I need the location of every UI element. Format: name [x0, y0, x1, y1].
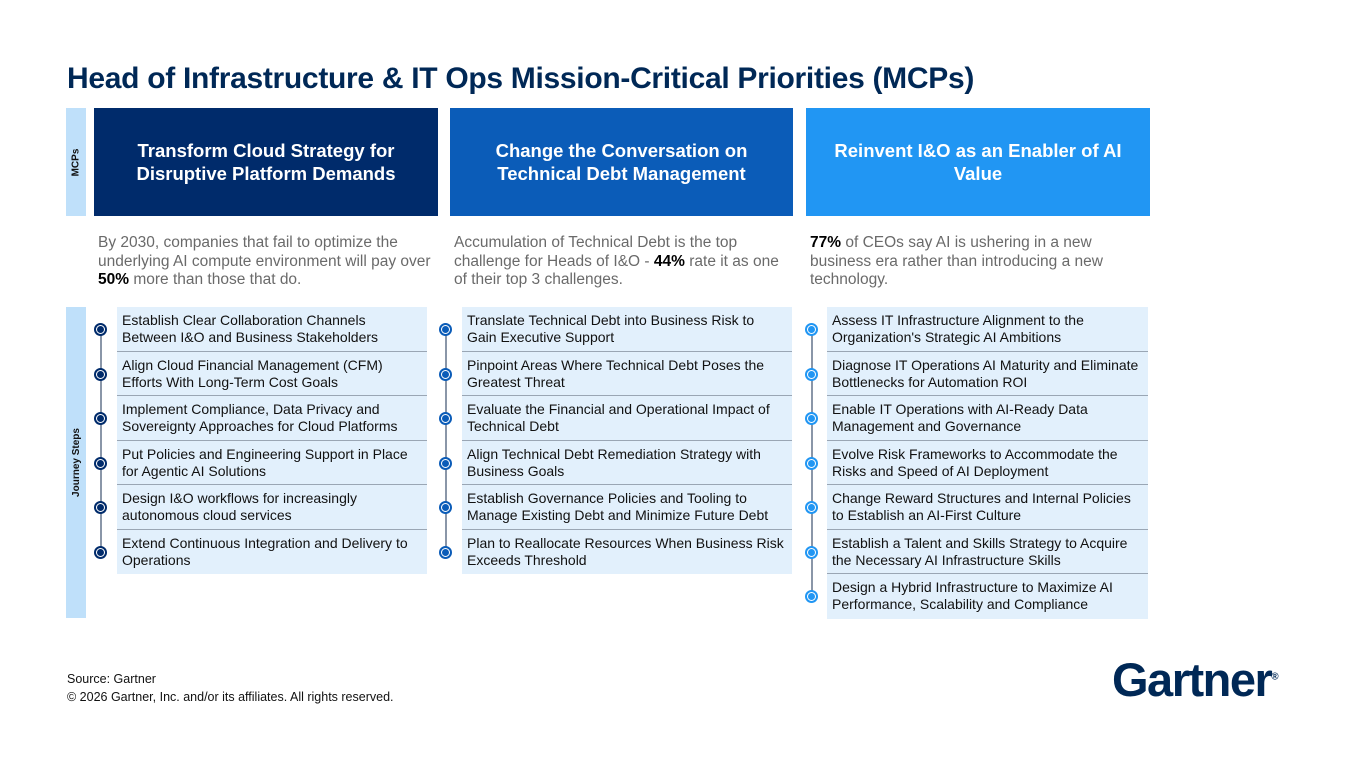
- journey-step: Extend Continuous Integration and Delive…: [117, 529, 427, 574]
- desc-stat: 77%: [810, 234, 842, 251]
- journey-step: Put Policies and Engineering Support in …: [117, 440, 427, 485]
- mcp-header-3: Reinvent I&O as an Enabler of AI Value: [806, 108, 1150, 216]
- journey-step-text: Establish Governance Policies and Toolin…: [467, 490, 769, 523]
- timeline-dot-icon: [439, 412, 452, 425]
- journey-step: Plan to Reallocate Resources When Busine…: [462, 529, 792, 574]
- journey-step-text: Establish Clear Collaboration Channels B…: [122, 312, 379, 345]
- journey-step-text: Enable IT Operations with AI-Ready Data …: [832, 401, 1088, 434]
- journey-step: Assess IT Infrastructure Alignment to th…: [827, 307, 1148, 352]
- mcps-label-bar: MCPs: [66, 108, 86, 216]
- journey-step-text: Implement Compliance, Data Privacy and S…: [122, 401, 398, 434]
- journey-step: Align Technical Debt Remediation Strateg…: [462, 440, 792, 485]
- timeline-dot-icon: [94, 545, 107, 559]
- journey-step: Design I&O workflows for increasingly au…: [117, 485, 427, 530]
- journey-step-text: Extend Continuous Integration and Delive…: [122, 534, 408, 568]
- desc-stat: 50%: [98, 271, 130, 288]
- journey-step-text: Plan to Reallocate Resources When Busine…: [467, 534, 784, 568]
- journey-step-text: Change Reward Structures and Internal Po…: [832, 490, 1131, 523]
- journey-steps-label-bar: Journey Steps: [66, 307, 86, 618]
- logo-text: Gartner: [1112, 653, 1273, 706]
- timeline-dot-icon: [94, 456, 107, 470]
- mcp-description-2: Accumulation of Technical Debt is the to…: [454, 234, 791, 290]
- journey-step-text: Put Policies and Engineering Support in …: [122, 445, 408, 479]
- timeline-dot-icon: [94, 323, 107, 336]
- desc-text: rate it as one of their top 3 challenges…: [454, 252, 779, 289]
- mcp-header-text: Change the Conversation on Technical Deb…: [495, 140, 748, 184]
- mcp-header-text: Transform Cloud Strategy for Disruptive …: [136, 140, 396, 184]
- desc-text: Accumulation of Technical Debt is the to…: [454, 234, 738, 270]
- journey-step: Design a Hybrid Infrastructure to Maximi…: [827, 574, 1148, 619]
- timeline-dot-icon: [439, 545, 452, 559]
- timeline-line: [100, 329, 102, 552]
- page-title: Head of Infrastructure & IT Ops Mission-…: [67, 62, 975, 95]
- mcps-label: MCPs: [70, 148, 82, 176]
- journey-step-text: Align Cloud Financial Management (CFM) E…: [122, 356, 383, 390]
- journey-step-text: Align Technical Debt Remediation Strateg…: [467, 445, 761, 479]
- desc-text: of CEOs say AI is ushering in a new busi…: [810, 234, 1103, 288]
- journey-steps-label: Journey Steps: [70, 428, 82, 497]
- journey-step-text: Diagnose IT Operations AI Maturity and E…: [832, 356, 1139, 390]
- timeline-dot-icon: [439, 501, 452, 514]
- timeline-dot-icon: [805, 590, 818, 603]
- timeline-dot-icon: [805, 501, 818, 514]
- mcp-header-1: Transform Cloud Strategy for Disruptive …: [94, 108, 438, 216]
- journey-step: Establish a Talent and Skills Strategy t…: [827, 529, 1148, 574]
- timeline-dot-icon: [805, 323, 818, 336]
- journey-step-text: Pinpoint Areas Where Technical Debt Pose…: [467, 356, 765, 390]
- source-note: Source: Gartner: [67, 672, 156, 686]
- mcp-description-3: 77% of CEOs say AI is ushering in a new …: [810, 234, 1148, 290]
- timeline-dot-icon: [439, 367, 452, 381]
- timeline-dot-icon: [439, 456, 452, 470]
- journey-step: Evaluate the Financial and Operational I…: [462, 396, 792, 441]
- mcp-description-1: By 2030, companies that fail to optimize…: [98, 234, 436, 290]
- desc-stat: 44%: [653, 252, 685, 270]
- timeline-dot-icon: [805, 456, 818, 470]
- journey-step-text: Translate Technical Debt into Business R…: [467, 312, 755, 345]
- journey-step: Change Reward Structures and Internal Po…: [827, 485, 1148, 530]
- journey-step-text: Design a Hybrid Infrastructure to Maximi…: [832, 579, 1113, 612]
- mcp-header-text: Reinvent I&O as an Enabler of AI Value: [834, 140, 1122, 184]
- journey-step-text: Evaluate the Financial and Operational I…: [467, 401, 770, 434]
- timeline-dot-icon: [94, 412, 107, 425]
- timeline-dot-icon: [805, 367, 818, 381]
- journey-step: Diagnose IT Operations AI Maturity and E…: [827, 351, 1148, 396]
- timeline-dot-icon: [94, 367, 107, 381]
- journey-step: Translate Technical Debt into Business R…: [462, 307, 792, 352]
- journey-step: Establish Governance Policies and Toolin…: [462, 485, 792, 530]
- journey-step-text: Assess IT Infrastructure Alignment to th…: [832, 312, 1084, 345]
- timeline-line: [445, 329, 447, 552]
- desc-text: more than those that do.: [129, 271, 302, 288]
- timeline-dot-icon: [805, 412, 818, 425]
- desc-text: By 2030, companies that fail to optimize…: [98, 234, 431, 270]
- journey-step-text: Evolve Risk Frameworks to Accommodate th…: [832, 445, 1118, 479]
- timeline-dot-icon: [439, 323, 452, 336]
- journey-step-text: Design I&O workflows for increasingly au…: [122, 490, 357, 523]
- timeline-dot-icon: [94, 501, 107, 514]
- journey-step-text: Establish a Talent and Skills Strategy t…: [832, 534, 1128, 568]
- journey-step: Evolve Risk Frameworks to Accommodate th…: [827, 440, 1148, 485]
- gartner-logo: Gartner®: [1112, 653, 1279, 706]
- journey-step: Pinpoint Areas Where Technical Debt Pose…: [462, 351, 792, 396]
- mcp-header-2: Change the Conversation on Technical Deb…: [450, 108, 793, 216]
- timeline-dot-icon: [805, 545, 818, 559]
- copyright: © 2026 Gartner, Inc. and/or its affiliat…: [67, 690, 394, 704]
- journey-step: Implement Compliance, Data Privacy and S…: [117, 396, 427, 441]
- journey-step: Establish Clear Collaboration Channels B…: [117, 307, 427, 352]
- journey-step: Enable IT Operations with AI-Ready Data …: [827, 396, 1148, 441]
- journey-step: Align Cloud Financial Management (CFM) E…: [117, 351, 427, 396]
